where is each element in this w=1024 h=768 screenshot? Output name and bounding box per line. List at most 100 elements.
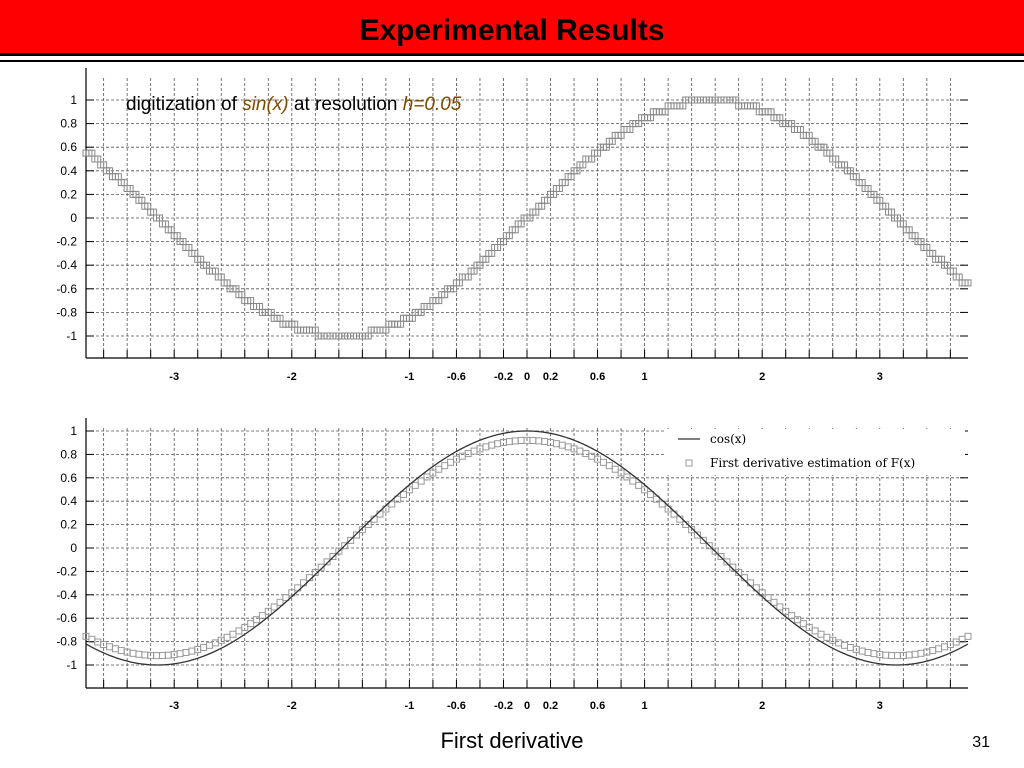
derivative-estimate-point [241,623,249,631]
x-tick-label: 1 [642,371,648,383]
y-tick-label: -0.2 [56,564,77,578]
x-tick-label: 0 [524,700,530,712]
y-tick-label: 0.4 [60,494,77,508]
derivative-estimate-point [282,594,290,602]
x-tick-label: -0.2 [494,371,513,383]
slide-caption: First derivative [440,728,584,753]
derivative-estimate-point [329,553,337,561]
cos-series-line [85,430,969,666]
derivative-estimate-point [629,477,637,485]
legend-label-derivative: First derivative estimation of F(x) [710,456,915,470]
derivative-estimate-point [276,598,284,606]
derivative-estimate-point [405,486,413,494]
derivative-estimate-point [605,462,613,470]
y-tick-label: 0.8 [60,117,77,131]
derivative-estimate-point [394,495,402,503]
derivative-estimate-point [641,486,649,494]
legend-box [665,429,965,475]
y-tick-label: 0.2 [60,518,77,532]
x-tick-label: -1 [405,700,415,712]
annotation-resolution: h=0.05 [402,94,462,115]
derivative-estimate-point [411,481,419,489]
derivative-estimate-point [711,547,719,555]
y-tick-label: 0 [70,211,77,225]
y-tick-label: 0.6 [60,140,77,154]
x-tick-label: -3 [169,700,179,712]
derivative-estimate-point [258,612,266,620]
derivative-estimate-point [341,542,349,550]
derivative-estimate-point [770,598,778,606]
annotation-function: sin(x) [242,94,289,115]
derivative-estimate-point [705,542,713,550]
derivative-estimate-point [788,612,796,620]
x-tick-label: 0.2 [543,700,558,712]
derivative-estimate-point [235,627,243,635]
derivative-estimate-point [352,531,360,539]
derivative-estimate-point [400,490,408,498]
annotation-middle: at resolution [288,94,403,115]
y-tick-label: -0.8 [56,305,77,319]
y-tick-label: -0.2 [56,235,77,249]
y-tick-label: 0.6 [60,471,77,485]
x-tick-label: 3 [877,700,883,712]
derivative-estimate-point [964,632,972,640]
legend-marker-derivative [685,459,693,467]
x-tick-label: 0.2 [543,371,558,383]
x-tick-label: 1 [642,700,648,712]
derivative-estimate-point [652,495,660,503]
x-tick-label: 3 [877,371,883,383]
x-tick-label: -2 [287,700,297,712]
y-tick-label: 0.8 [60,447,77,461]
derivative-estimate-point [717,553,725,561]
derivative-estimate-point [635,481,643,489]
legend-label-cos: cos(x) [710,432,746,446]
derivative-estimate-point [799,620,807,628]
y-tick-label: 0.2 [60,187,77,201]
derivative-estimate-point [805,623,813,631]
y-tick-label: -0.6 [56,282,77,296]
derivative-estimate-point [288,589,296,597]
derivative-estimate-point [247,620,255,628]
sin-digitization-chart: 1 0.8 0.6 0.4 0.2 0 -0.2 -0.4 -0.6 -0.8 -1 -3 -2 -1 -0… [56,68,972,383]
y-tick-label: -1 [66,329,77,343]
y-tick-label: 0 [70,541,77,555]
title-separator [0,60,1024,62]
derivative-estimate-point [764,594,772,602]
derivative-estimate-point [264,607,272,615]
derivative-estimate-point [417,477,425,485]
derivative-estimate-point [646,490,654,498]
x-tick-label: 0 [524,371,530,383]
derivative-estimate-point [429,469,437,477]
derivative-estimate-point [617,469,625,477]
x-tick-label: 0.6 [590,700,605,712]
derivative-estimate-point [435,465,443,473]
derivative-estimate-point [776,603,784,611]
y-tick-label: -0.4 [56,258,77,272]
x-tick-label: -2 [287,371,297,383]
derivative-estimate-point [723,558,731,566]
derivative-estimate-point [694,531,702,539]
derivative-estimate-point [253,616,261,624]
derivative-estimate-point [688,526,696,534]
x-tick-label: 2 [759,700,765,712]
derivative-estimate-point [758,589,766,597]
derivative-estimate-point [729,563,737,571]
derivative-estimate-point [323,558,331,566]
title-bar [0,0,1024,56]
x-tick-label: -0.2 [494,700,513,712]
derivative-estimate-point [317,563,325,571]
x-tick-label: -1 [405,371,415,383]
derivative-estimate-point [358,526,366,534]
derivative-estimate-point [335,547,343,555]
x-tick-label: 2 [759,371,765,383]
derivative-estimate-point [423,473,431,481]
derivative-estimate-point [347,536,355,544]
x-tick-label: -0.6 [447,371,466,383]
y-tick-label: -0.4 [56,588,77,602]
annotation-prefix: digitization of [126,94,243,115]
slide-title: Experimental Results [359,14,665,47]
derivative-estimate-point [270,603,278,611]
x-tick-label: -0.6 [447,700,466,712]
y-tick-label: -0.8 [56,635,77,649]
